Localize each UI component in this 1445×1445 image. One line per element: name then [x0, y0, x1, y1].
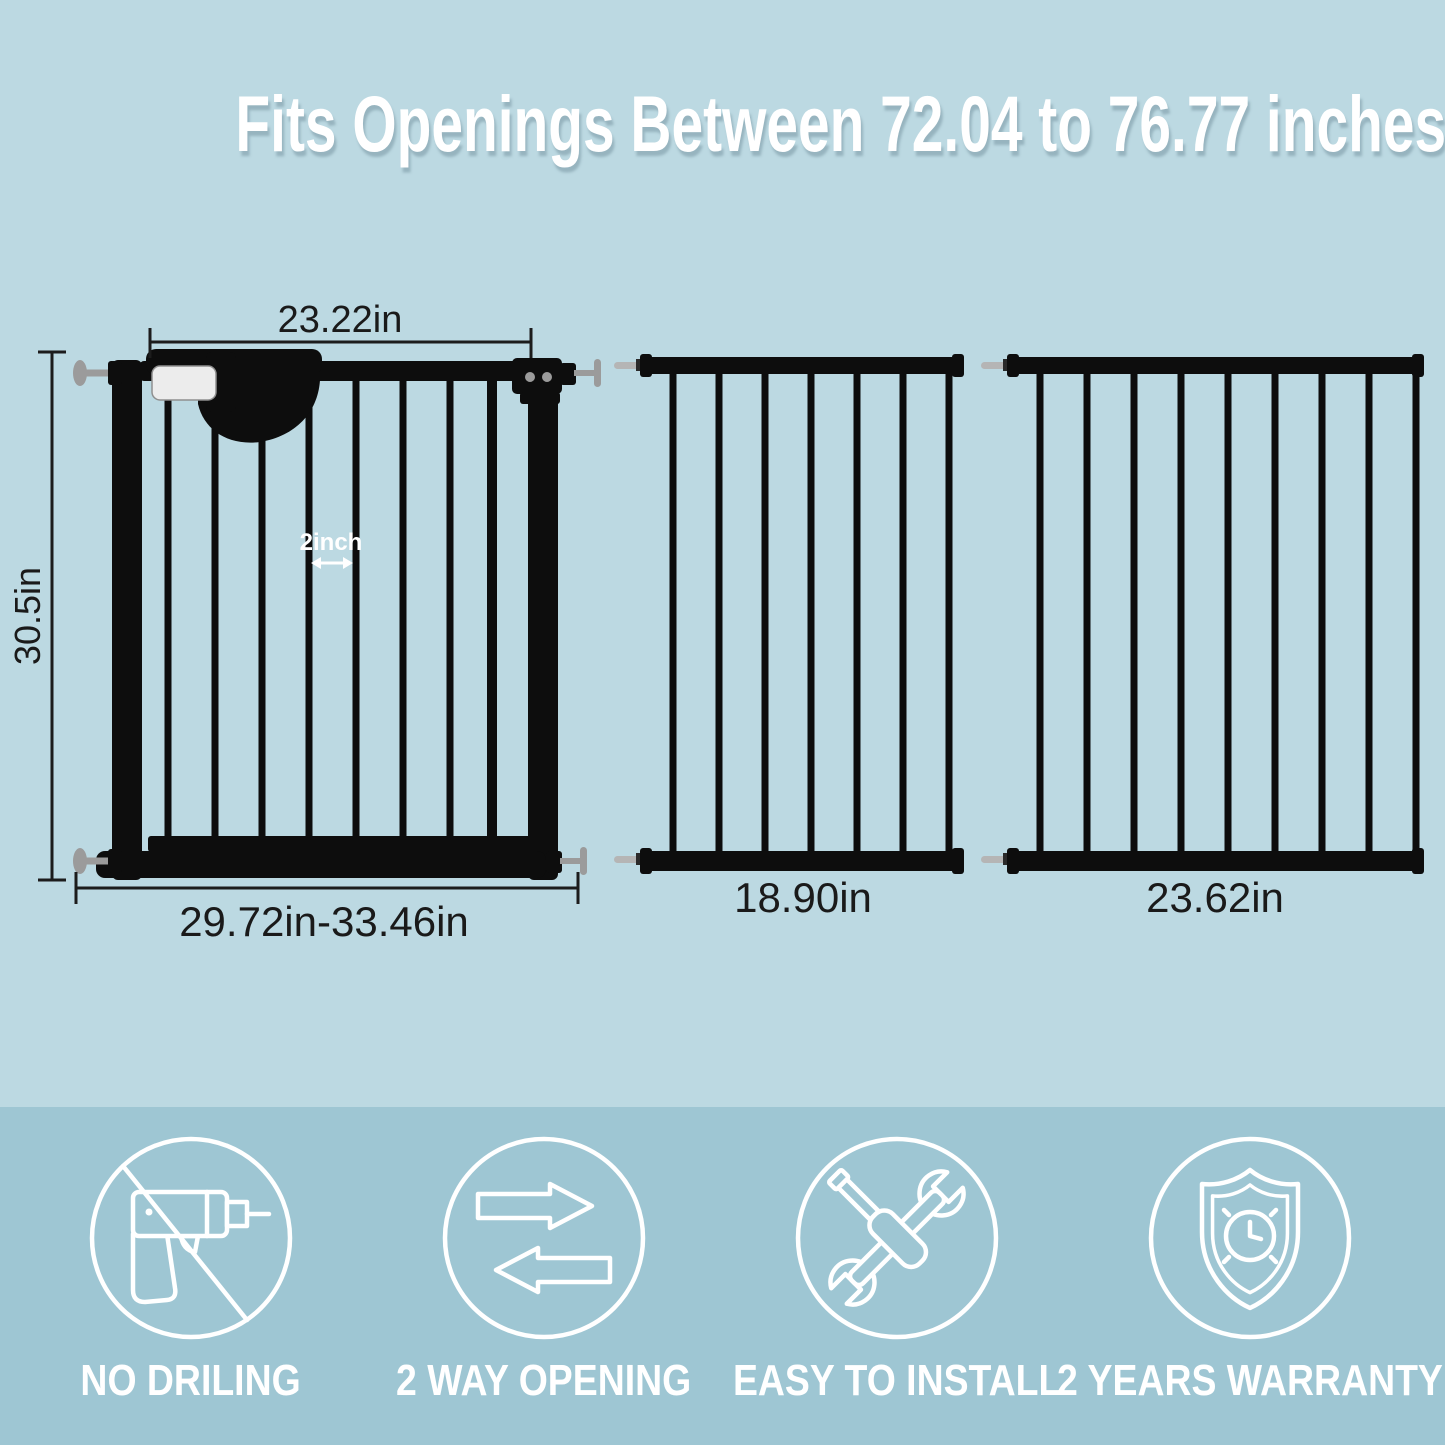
gate-dimensions-diagram: 23.22in 30.5in 29.72in-33.46in 18.90in 2…	[7, 299, 1424, 945]
tools-icon	[795, 1136, 999, 1340]
dimension-annotations	[38, 328, 580, 904]
feature-label: EASY TO INSTALL	[732, 1356, 1062, 1405]
large-extension-width-label: 23.62in	[1146, 874, 1284, 921]
feature-item-no-drilling: NO DRILING	[26, 1134, 356, 1406]
latch-release-button	[151, 365, 217, 401]
feature-item-easy-install: EASY TO INSTALL	[732, 1134, 1062, 1406]
small-extension-width-label: 18.90in	[734, 874, 872, 921]
feature-label: 2 WAY OPENING	[396, 1356, 692, 1405]
page-title: Fits Openings Between 72.04 to 76.77 inc…	[235, 79, 1445, 168]
gate-height-label: 30.5in	[7, 567, 48, 665]
large-extension-panel	[981, 354, 1424, 874]
feature-item-two-way-opening: 2 WAY OPENING	[379, 1134, 709, 1406]
gate-door-width-label: 23.22in	[278, 299, 403, 341]
feature-band-background	[0, 1107, 1445, 1445]
bar-gap-label: 2inch	[300, 529, 363, 556]
pressure-spindle-bottom-left	[73, 848, 122, 874]
hinge-bracket	[512, 358, 562, 404]
shield-clock-icon	[1148, 1136, 1352, 1340]
pressure-spindle-top-right	[560, 359, 601, 387]
feature-item-warranty: 2 YEARS WARRANTY	[1057, 1134, 1443, 1406]
feature-label: 2 YEARS WARRANTY	[1057, 1356, 1443, 1405]
main-gate	[73, 349, 601, 880]
feature-label: NO DRILING	[80, 1356, 302, 1405]
two-way-arrows-icon	[442, 1136, 646, 1340]
gate-fit-range-label: 29.72in-33.46in	[179, 898, 469, 945]
page-title-row: Fits Openings Between 72.04 to 76.77 inc…	[0, 84, 1445, 163]
small-extension-panel	[614, 354, 964, 874]
no-drill-icon	[89, 1136, 293, 1340]
pressure-spindle-top-left	[73, 360, 122, 386]
pressure-spindle-bottom-right	[546, 847, 587, 875]
bar-gap-annotation: 2inch	[300, 529, 363, 569]
